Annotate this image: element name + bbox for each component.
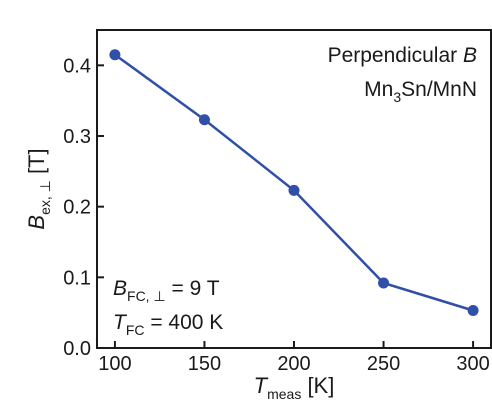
data-point-0-2 (288, 184, 300, 196)
x-tick-label-3: 250 (367, 353, 400, 375)
x-tick-label-1: 150 (188, 353, 221, 375)
y-tick-label-0: 0.0 (63, 338, 91, 360)
x-tick-label-4: 300 (456, 353, 489, 375)
y-tick-label-3: 0.3 (63, 126, 91, 148)
y-axis-label: Bex, ⊥ [T] (24, 148, 53, 229)
data-point-0-0 (109, 49, 121, 61)
ticks: 100 150 200 250 300 0.0 0.1 0.2 0.3 0.4 (63, 55, 490, 375)
annotation-field-direction: Perpendicular B (328, 44, 477, 67)
y-tick-label-1: 0.1 (63, 267, 91, 289)
data-point-0-4 (467, 305, 479, 317)
y-tick-label-2: 0.2 (63, 197, 91, 219)
x-tick-label-0: 100 (98, 353, 131, 375)
annotation-field-cooling: BFC, ⊥ = 9 T (113, 277, 220, 304)
data-point-0-1 (198, 114, 210, 126)
annotation-sample: Mn3Sn/MnN (364, 78, 477, 105)
x-tick-label-2: 200 (277, 353, 310, 375)
series (109, 49, 479, 317)
y-tick-label-4: 0.4 (63, 55, 91, 77)
annotation-temp-cooling: TFC = 400 K (113, 311, 223, 338)
data-point-0-3 (378, 277, 390, 289)
x-axis-label: Tmeas [K] (254, 373, 335, 402)
